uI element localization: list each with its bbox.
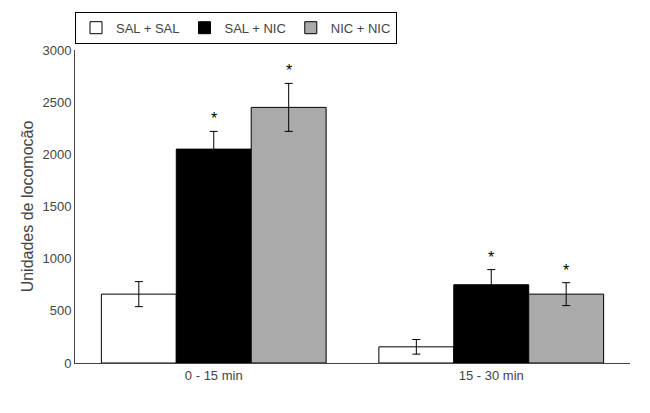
svg-text:0 - 15 min: 0 - 15 min xyxy=(185,368,243,383)
svg-text:NIC + NIC: NIC + NIC xyxy=(331,21,391,36)
svg-text:2000: 2000 xyxy=(42,147,71,162)
svg-text:0: 0 xyxy=(64,356,71,371)
svg-text:2500: 2500 xyxy=(42,95,71,110)
svg-text:Unidades de locomocão: Unidades de locomocão xyxy=(19,121,36,293)
svg-text:*: * xyxy=(488,249,494,266)
svg-text:*: * xyxy=(211,110,217,127)
svg-text:15 - 30 min: 15 - 30 min xyxy=(459,368,524,383)
svg-text:1500: 1500 xyxy=(42,199,71,214)
svg-text:1000: 1000 xyxy=(42,251,71,266)
svg-text:SAL + SAL: SAL + SAL xyxy=(116,21,179,36)
svg-text:3000: 3000 xyxy=(42,43,71,58)
svg-text:*: * xyxy=(563,262,569,279)
svg-text:500: 500 xyxy=(50,303,72,318)
svg-text:*: * xyxy=(286,62,292,79)
svg-text:SAL + NIC: SAL + NIC xyxy=(224,21,285,36)
